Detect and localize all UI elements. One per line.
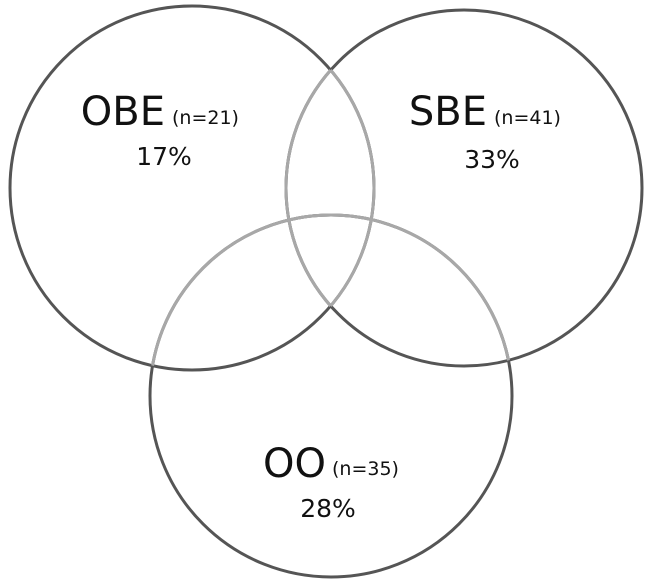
sbe-label: SBE — [409, 89, 487, 135]
overlap-arcs — [148, 8, 514, 370]
obe-label: OBE — [81, 89, 165, 135]
sbe-circle — [284, 8, 644, 368]
sbe-arc-inside-obe — [284, 8, 374, 368]
obe-label-group: OBE (n=21) 17% — [81, 89, 239, 171]
sbe-count: (n=41) — [494, 107, 561, 129]
obe-count: (n=21) — [172, 107, 239, 129]
obe-circle — [8, 4, 376, 372]
oo-label-group: OO (n=35) 28% — [263, 441, 399, 523]
oo-label: OO — [263, 441, 326, 487]
obe-arc-inside-sbe — [286, 10, 376, 366]
sbe-label-group: SBE (n=41) 33% — [409, 89, 561, 174]
oo-arc-inside-sbe — [286, 213, 514, 366]
obe-percent: 17% — [136, 142, 192, 171]
oo-percent: 28% — [300, 494, 356, 523]
sbe-percent: 33% — [464, 145, 520, 174]
oo-count: (n=35) — [332, 458, 399, 480]
